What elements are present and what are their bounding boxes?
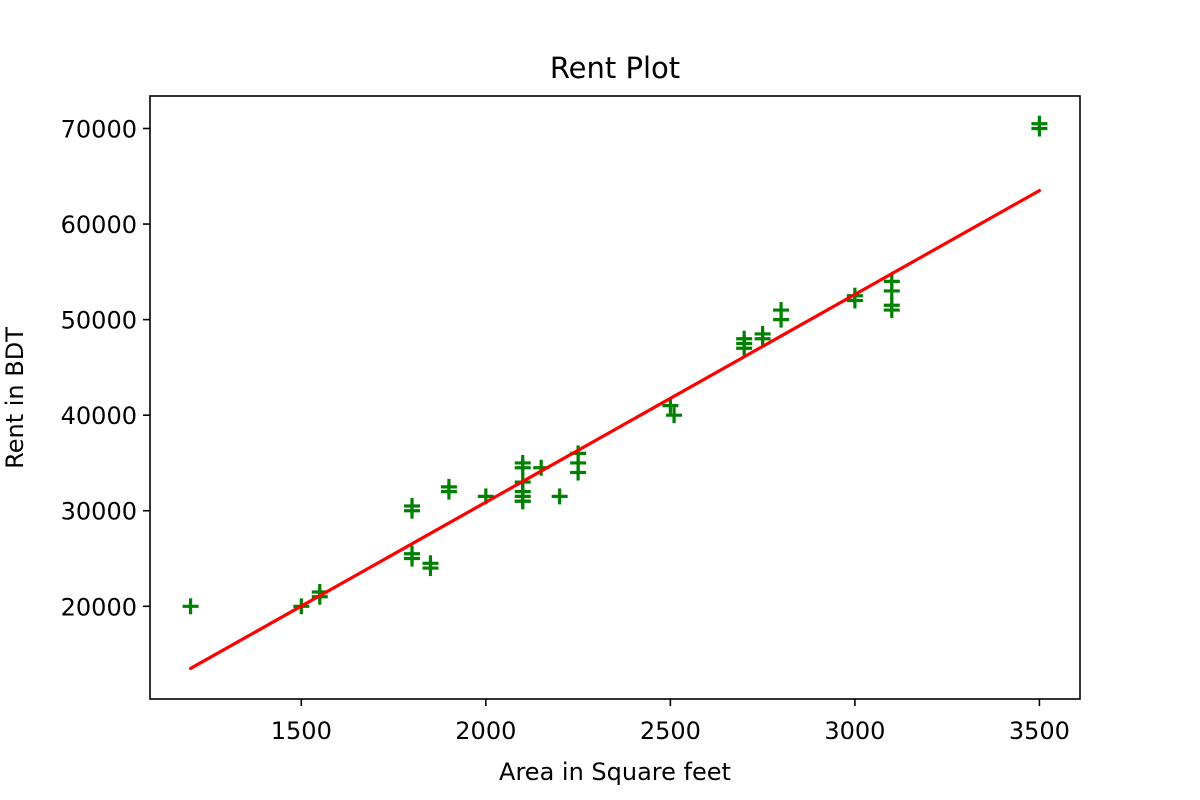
scatter-point [404,545,421,562]
scatter-point [662,397,679,414]
y-axis-label: Rent in BDT [1,327,29,469]
scatter-point [404,497,421,514]
scatter-point [1031,120,1048,137]
y-tick-label: 60000 [61,211,137,239]
scatter-point [514,459,531,476]
axis-ticks: 1500 2000 2500 3000 3500 20000 30000 40000 50000… [61,115,1070,745]
scatter-point [773,311,790,328]
chart-title: Rent Plot [550,51,680,85]
y-tick-label: 50000 [61,307,137,335]
scatter-point [883,282,900,299]
plot-area [182,115,1048,671]
x-axis-label: Area in Square feet [499,758,731,786]
x-tick-label: 2000 [455,717,516,745]
scatter-point [182,598,199,615]
y-tick-label: 30000 [61,498,137,526]
y-tick-label: 40000 [61,402,137,430]
scatter-point [570,464,587,481]
scatter-point [754,330,771,347]
regression-line [188,189,1042,671]
x-tick-label: 3000 [824,717,885,745]
scatter-point [440,478,457,495]
x-tick-label: 1500 [271,717,332,745]
x-tick-label: 2500 [640,717,701,745]
scatter-point [666,407,683,424]
scatter-point [551,488,568,505]
scatter-point [736,340,753,357]
scatter-point [514,493,531,510]
axes-frame [149,95,1081,700]
x-tick-label: 3500 [1009,717,1070,745]
scatter-point [422,555,439,572]
y-tick-label: 70000 [61,115,137,143]
y-tick-label: 20000 [61,593,137,621]
scatter-point [883,302,900,319]
